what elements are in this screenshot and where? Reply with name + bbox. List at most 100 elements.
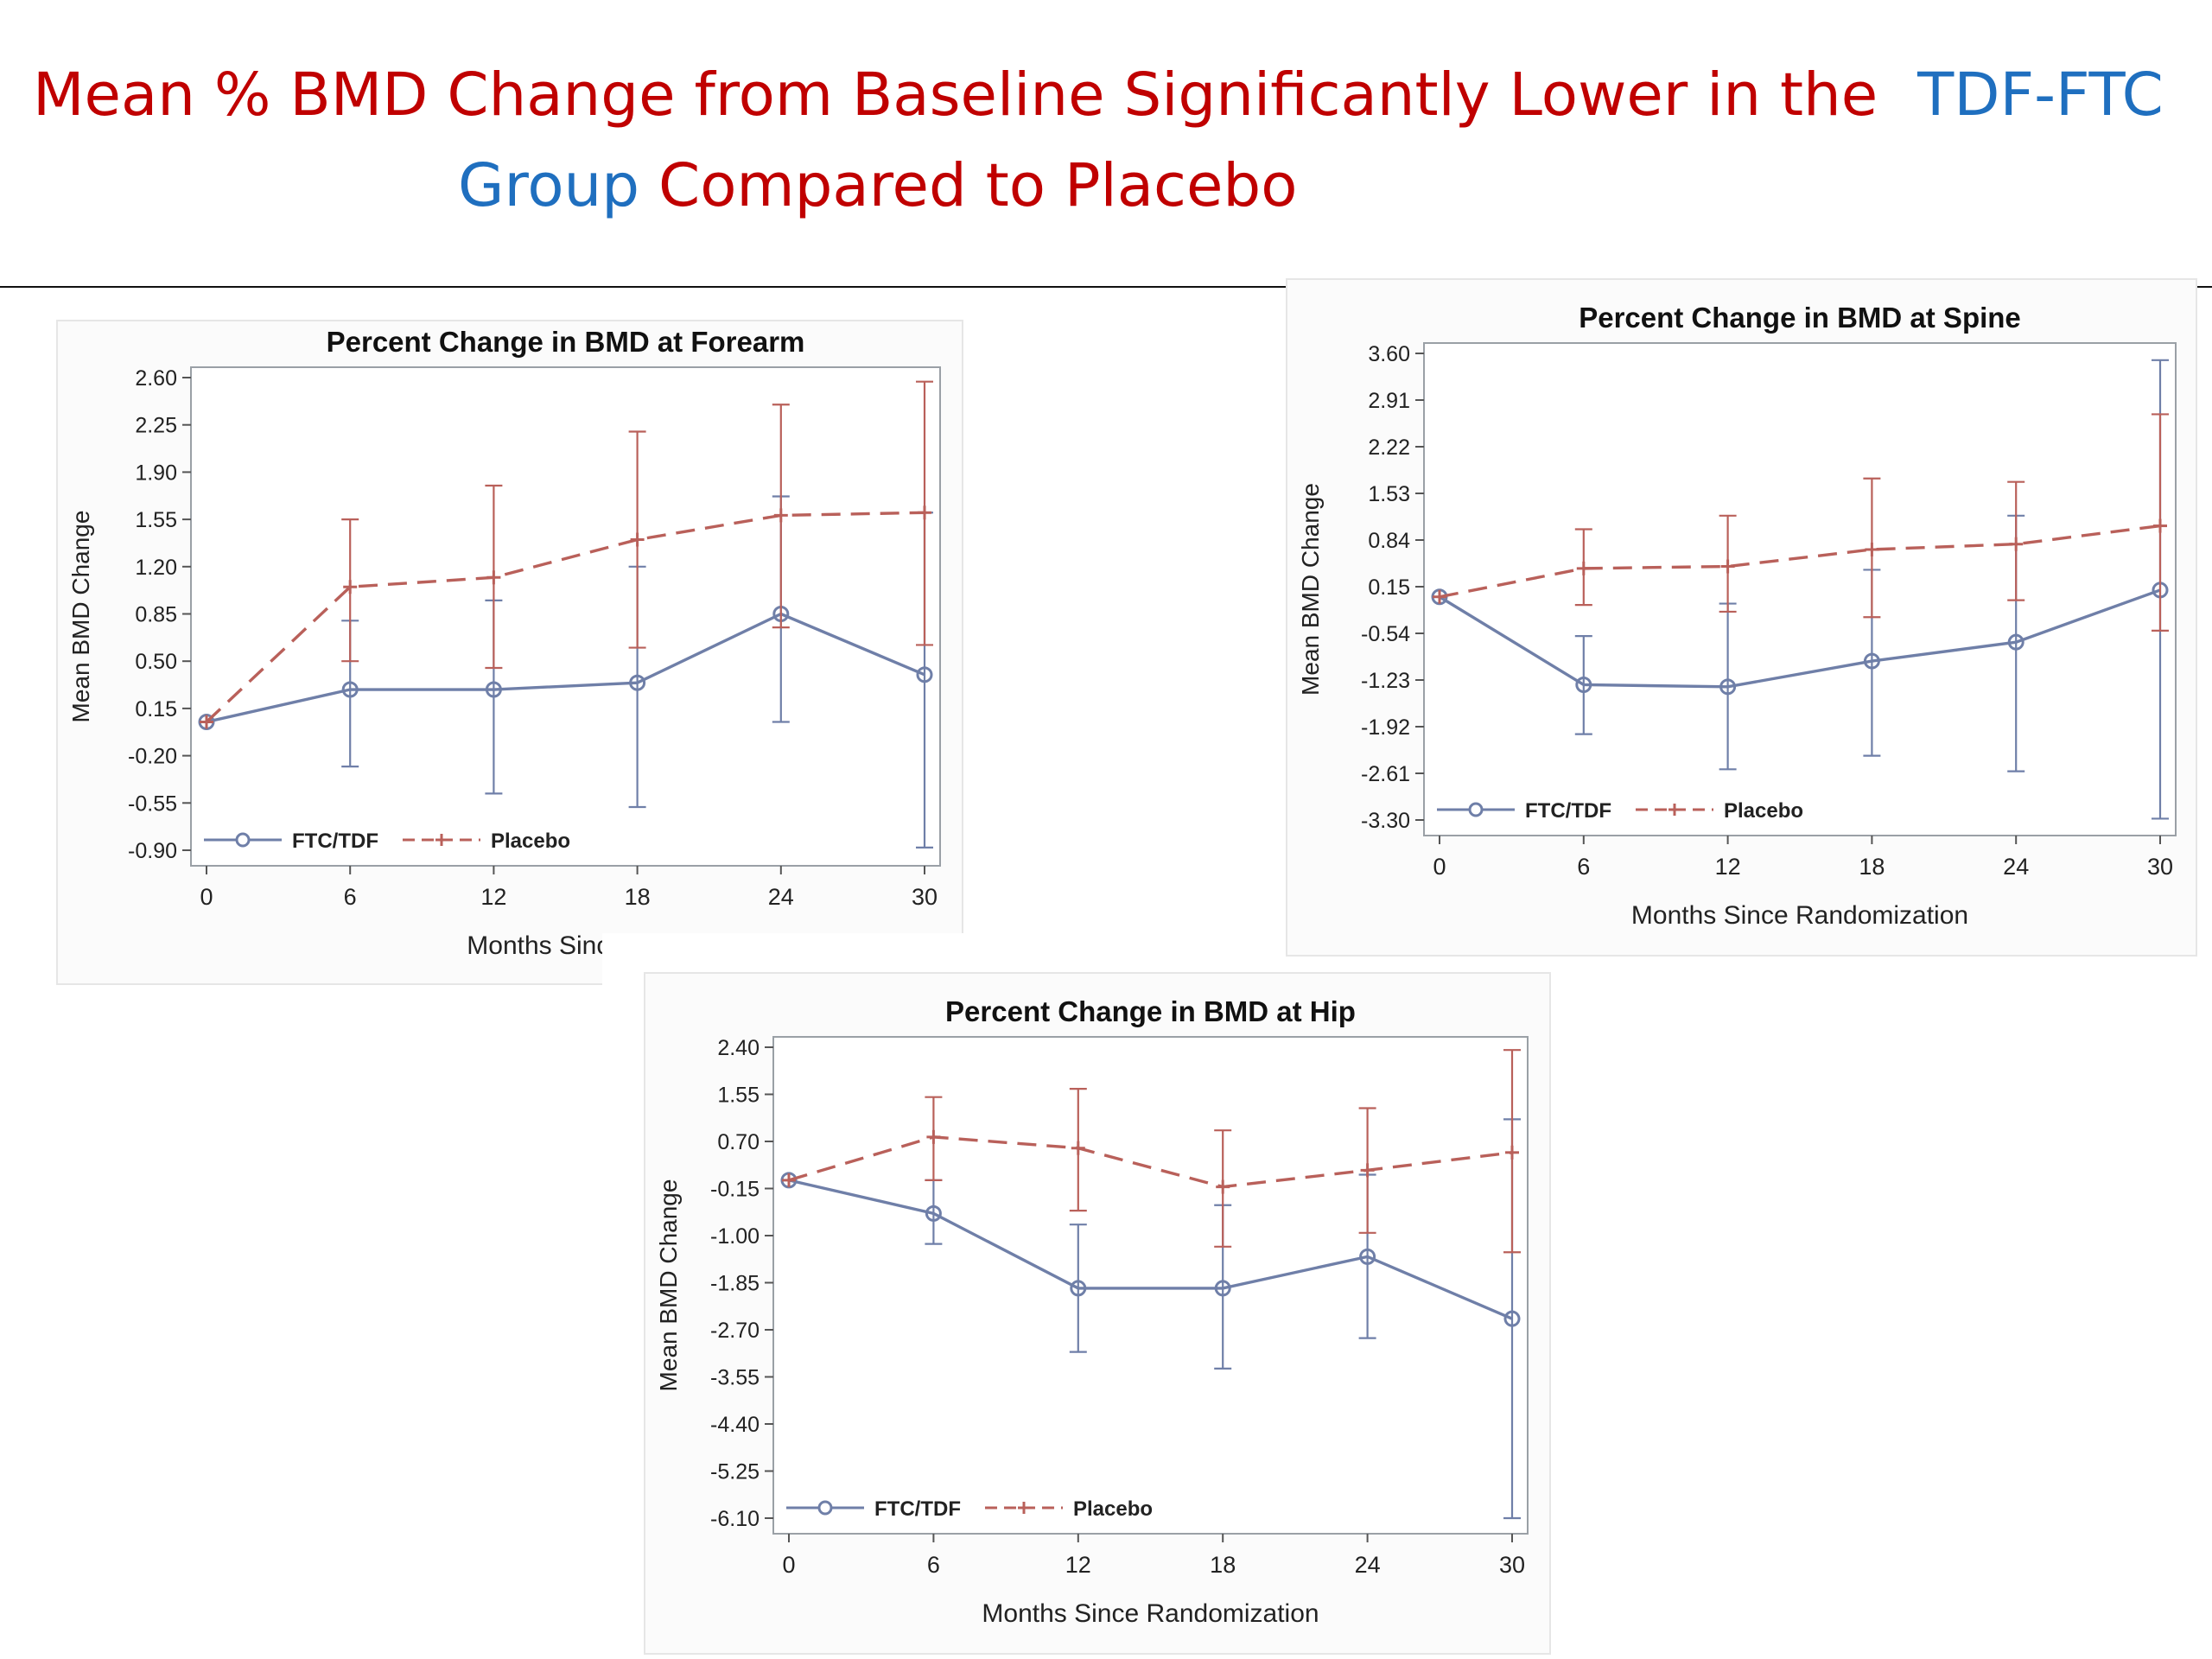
data-point-placebo (343, 580, 358, 594)
x-tick-label: 18 (625, 884, 651, 910)
data-point-placebo (1505, 1145, 1519, 1160)
series-line-ftc-tdf (206, 612, 925, 724)
plot-area (190, 366, 941, 867)
y-tick-label: 2.91 (1368, 389, 1410, 413)
y-tick-label: -1.85 (710, 1272, 760, 1296)
x-axis-label: Months Since Randomization (1631, 901, 1968, 930)
legend-marker (817, 1500, 833, 1516)
chart-hip: Percent Change in BMD at Hip 2.40 1.55 0.70… (644, 972, 1551, 1655)
y-axis-label: Mean BMD Change (67, 511, 94, 723)
legend-marker (235, 832, 251, 848)
data-point-placebo (630, 532, 645, 547)
y-tick-label: 1.53 (1368, 482, 1410, 506)
x-tick-label: 12 (1065, 1552, 1091, 1578)
legend-label: Placebo (491, 830, 570, 853)
legend-item-placebo: Placebo (1635, 799, 1803, 823)
legend-item-placebo: Placebo (984, 1497, 1153, 1521)
y-tick-label: 1.20 (135, 556, 177, 580)
slide-title-highlight: TDF-FTC (1917, 60, 2164, 130)
y-tick-label: -1.92 (1361, 715, 1410, 740)
x-tick-label: 12 (480, 884, 506, 910)
data-point-placebo (918, 505, 931, 520)
data-point-placebo (1216, 1179, 1230, 1194)
data-point-placebo (486, 570, 501, 585)
chart-panel-forearm: Percent Change in BMD at Forearm 2.60 2.25… (56, 320, 963, 985)
y-tick-label: 0.70 (717, 1130, 760, 1154)
x-tick-label: 24 (1355, 1552, 1381, 1578)
x-tick-label: 18 (1859, 854, 1885, 880)
y-tick-label: 0.50 (135, 650, 177, 674)
legend-item-ftc-tdf: FTC/TDF (204, 830, 378, 853)
chart-title: Percent Change in BMD at Forearm (327, 326, 805, 358)
y-tick-label: -1.00 (710, 1224, 760, 1249)
legend-label: FTC/TDF (874, 1497, 961, 1521)
y-tick-label: -0.15 (710, 1178, 760, 1202)
data-point-placebo (1433, 589, 1446, 604)
slide-title-line-2: Group Compared to Placebo (0, 143, 2212, 229)
data-point-ftc-tdf (485, 681, 502, 698)
chart-spine: Percent Change in BMD at Spine 3.60 2.91 2.… (1286, 278, 2197, 957)
plot-area (1423, 342, 2177, 836)
data-point-placebo (1720, 559, 1735, 574)
y-tick-label: -2.70 (710, 1319, 760, 1343)
data-point-ftc-tdf (1503, 1310, 1521, 1327)
data-point-ftc-tdf (1863, 652, 1880, 670)
x-tick-label: 6 (344, 884, 357, 910)
y-tick-label: -2.61 (1361, 762, 1410, 786)
series-line-ftc-tdf (788, 1179, 1513, 1320)
y-tick-label: 1.55 (717, 1084, 760, 1108)
data-point-ftc-tdf (629, 674, 646, 691)
series-line-placebo (788, 1135, 1513, 1189)
x-tick-label: 24 (768, 884, 794, 910)
y-tick-label: -6.10 (710, 1507, 760, 1531)
legend-label: FTC/TDF (1525, 799, 1611, 823)
chart-forearm: Percent Change in BMD at Forearm 2.60 2.25… (56, 320, 963, 985)
data-point-placebo (200, 715, 213, 729)
legend-marker (1468, 802, 1484, 817)
x-tick-label: 18 (1210, 1552, 1236, 1578)
data-point-ftc-tdf (341, 681, 359, 698)
y-tick-label: -0.54 (1361, 622, 1410, 646)
legend-label: Placebo (1724, 799, 1803, 823)
y-tick-label: -0.20 (128, 745, 177, 769)
y-tick-label: -1.23 (1361, 669, 1410, 693)
x-tick-label: 6 (1577, 854, 1590, 880)
data-point-ftc-tdf (1719, 678, 1737, 696)
y-tick-label: -3.55 (710, 1366, 760, 1390)
data-point-ftc-tdf (1214, 1280, 1231, 1297)
data-point-ftc-tdf (925, 1205, 942, 1222)
data-point-ftc-tdf (2007, 633, 2024, 651)
data-point-ftc-tdf (1575, 676, 1592, 693)
x-tick-label: 12 (1715, 854, 1741, 880)
slide-title-part: Compared to Placebo (658, 151, 1298, 220)
data-point-placebo (773, 508, 788, 523)
x-tick-label: 6 (927, 1552, 940, 1578)
y-tick-label: 1.90 (135, 461, 177, 485)
x-tick-label: 0 (200, 884, 213, 910)
series-line-ftc-tdf (1439, 588, 2161, 689)
series-line-placebo (1439, 524, 2161, 599)
x-axis-label: Months Since Randomization (982, 1599, 1319, 1628)
y-tick-label: 2.22 (1368, 435, 1410, 460)
x-tick-label: 30 (2147, 854, 2173, 880)
data-point-placebo (782, 1173, 796, 1187)
x-tick-label: 0 (782, 1552, 795, 1578)
y-tick-label: 0.84 (1368, 529, 1410, 553)
x-tick-label: 24 (2003, 854, 2029, 880)
data-point-ftc-tdf (1359, 1248, 1376, 1265)
slide-title-line-1: Mean % BMD Change from Baseline Signific… (0, 52, 2212, 138)
y-tick-label: 2.60 (135, 366, 177, 391)
x-tick-label: 30 (1499, 1552, 1525, 1578)
y-tick-label: 2.40 (717, 1036, 760, 1060)
data-point-placebo (2153, 518, 2167, 533)
y-tick-label: 0.15 (135, 697, 177, 721)
data-point-placebo (2009, 537, 2024, 551)
y-tick-label: -0.55 (128, 791, 177, 816)
title-divider (0, 286, 2212, 288)
data-point-ftc-tdf (916, 666, 933, 683)
legend-item-ftc-tdf: FTC/TDF (1437, 799, 1611, 823)
data-point-ftc-tdf (1070, 1280, 1087, 1297)
chart-panel-spine: Percent Change in BMD at Spine 3.60 2.91 2.… (1286, 278, 2197, 957)
legend-item-placebo: Placebo (402, 830, 570, 853)
y-tick-label: 1.55 (135, 508, 177, 532)
